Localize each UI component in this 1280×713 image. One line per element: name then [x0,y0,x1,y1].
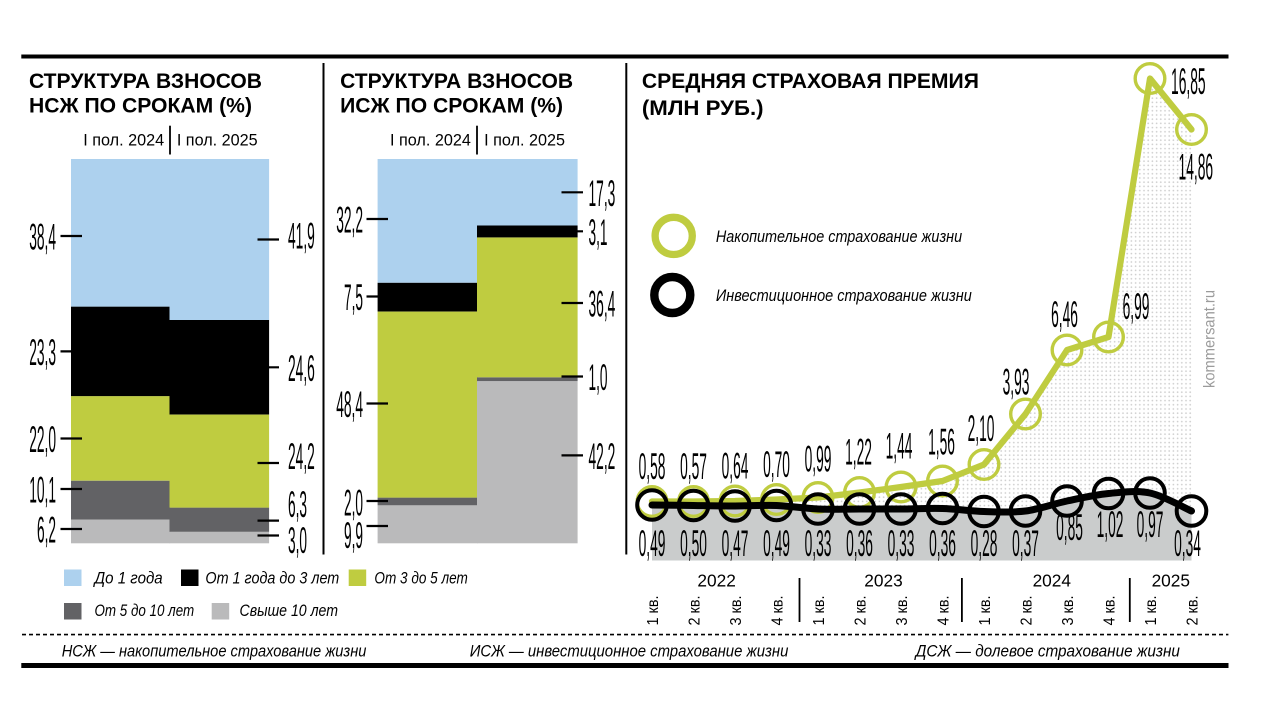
svg-text:1 кв.: 1 кв. [645,596,662,626]
svg-text:2,10: 2,10 [968,408,995,449]
svg-text:От 3 до 5 лет: От 3 до 5 лет [374,569,467,587]
svg-text:38,4: 38,4 [29,217,56,258]
svg-text:36,4: 36,4 [589,284,616,325]
svg-text:0,33: 0,33 [805,523,832,564]
svg-text:3 кв.: 3 кв. [894,596,911,626]
svg-text:48,4: 48,4 [336,384,363,425]
svg-text:0,97: 0,97 [1137,504,1164,545]
svg-text:10,1: 10,1 [29,470,56,511]
svg-text:ИСЖ — инвестиционное страхован: ИСЖ — инвестиционное страхование жизни [470,643,789,661]
svg-text:17,3: 17,3 [589,173,616,214]
svg-text:0,37: 0,37 [1012,523,1039,564]
svg-text:Свыше 10 лет: Свыше 10 лет [240,602,339,620]
svg-text:0,33: 0,33 [888,523,915,564]
svg-text:2023: 2023 [864,571,902,591]
svg-text:2 кв.: 2 кв. [1019,596,1036,626]
svg-text:0,28: 0,28 [971,523,998,564]
svg-text:24,2: 24,2 [288,436,315,477]
svg-text:I пол. 2024: I пол. 2024 [83,131,164,149]
svg-text:6,46: 6,46 [1051,294,1078,335]
svg-text:СРЕДНЯЯ СТРАХОВАЯ ПРЕМИЯ: СРЕДНЯЯ СТРАХОВАЯ ПРЕМИЯ [642,69,979,93]
svg-text:До 1 года: До 1 года [93,569,163,587]
svg-text:СТРУКТУРА ВЗНОСОВ: СТРУКТУРА ВЗНОСОВ [340,69,573,93]
svg-text:2025: 2025 [1152,571,1190,591]
svg-text:1,44: 1,44 [886,425,913,466]
svg-text:32,2: 32,2 [336,200,363,241]
svg-text:0,36: 0,36 [846,523,873,564]
svg-text:41,9: 41,9 [288,216,315,257]
svg-text:(МЛН РУБ.): (МЛН РУБ.) [642,96,764,120]
svg-text:1,56: 1,56 [928,422,955,463]
svg-text:Инвестиционное страхование жиз: Инвестиционное страхование жизни [716,287,972,305]
svg-text:0,85: 0,85 [1056,507,1083,548]
svg-text:4 кв.: 4 кв. [936,596,953,626]
svg-text:От 5 до 10 лет: От 5 до 10 лет [95,602,195,620]
svg-text:0,99: 0,99 [805,439,832,480]
svg-text:I пол. 2025: I пол. 2025 [177,131,258,149]
svg-text:16,85: 16,85 [1171,61,1206,102]
svg-text:3,93: 3,93 [1003,362,1030,403]
svg-text:3 кв.: 3 кв. [728,596,745,626]
svg-text:2 кв.: 2 кв. [1185,596,1202,626]
svg-text:I пол. 2025: I пол. 2025 [484,131,565,149]
svg-text:2024: 2024 [1033,571,1072,591]
svg-text:3,1: 3,1 [589,212,608,253]
svg-text:НСЖ ПО СРОКАМ (%): НСЖ ПО СРОКАМ (%) [29,93,252,117]
svg-text:Накопительное страхование жизн: Накопительное страхование жизни [716,228,962,246]
svg-text:От 1 года до 3 лет: От 1 года до 3 лет [205,569,339,587]
svg-text:0,36: 0,36 [929,523,956,564]
svg-text:0,58: 0,58 [639,446,666,487]
svg-text:ДСЖ — долевое страхование жизн: ДСЖ — долевое страхование жизни [914,643,1180,661]
svg-text:0,49: 0,49 [639,523,666,564]
svg-text:1,0: 1,0 [589,357,608,398]
svg-text:9,9: 9,9 [344,515,363,556]
svg-text:0,50: 0,50 [680,523,707,564]
svg-text:2 кв.: 2 кв. [687,596,704,626]
svg-text:1 кв.: 1 кв. [811,596,828,626]
svg-text:3 кв.: 3 кв. [1060,596,1077,626]
svg-text:1,02: 1,02 [1097,504,1124,545]
svg-text:22,0: 22,0 [29,419,56,460]
svg-text:2022: 2022 [697,571,735,591]
svg-text:14,86: 14,86 [1179,146,1214,187]
svg-text:НСЖ — накопительное страховани: НСЖ — накопительное страхование жизни [62,643,367,661]
svg-text:0,57: 0,57 [680,446,707,487]
svg-text:0,47: 0,47 [722,523,749,564]
svg-text:0,49: 0,49 [763,523,790,564]
svg-text:СТРУКТУРА ВЗНОСОВ: СТРУКТУРА ВЗНОСОВ [29,69,262,93]
svg-text:2,0: 2,0 [344,482,363,523]
svg-text:2 кв.: 2 кв. [853,596,870,626]
svg-text:4 кв.: 4 кв. [770,596,787,626]
svg-text:0,64: 0,64 [722,446,749,487]
svg-text:7,5: 7,5 [344,277,363,318]
svg-text:ИСЖ ПО СРОКАМ (%): ИСЖ ПО СРОКАМ (%) [340,93,563,117]
svg-text:0,70: 0,70 [763,444,790,485]
svg-text:3,0: 3,0 [288,520,307,561]
svg-text:6,3: 6,3 [288,484,307,525]
svg-text:24,6: 24,6 [288,348,315,389]
svg-text:6,2: 6,2 [37,510,56,551]
svg-text:1,22: 1,22 [845,431,872,472]
svg-text:kommersant.ru: kommersant.ru [1202,290,1219,388]
svg-text:1 кв.: 1 кв. [1143,596,1160,626]
svg-text:4 кв.: 4 кв. [1102,596,1119,626]
svg-text:0,34: 0,34 [1174,523,1201,564]
svg-text:6,99: 6,99 [1123,286,1150,327]
svg-text:23,3: 23,3 [29,332,56,373]
svg-text:42,2: 42,2 [589,436,616,477]
svg-text:1 кв.: 1 кв. [977,596,994,626]
svg-text:I пол. 2024: I пол. 2024 [390,131,471,149]
